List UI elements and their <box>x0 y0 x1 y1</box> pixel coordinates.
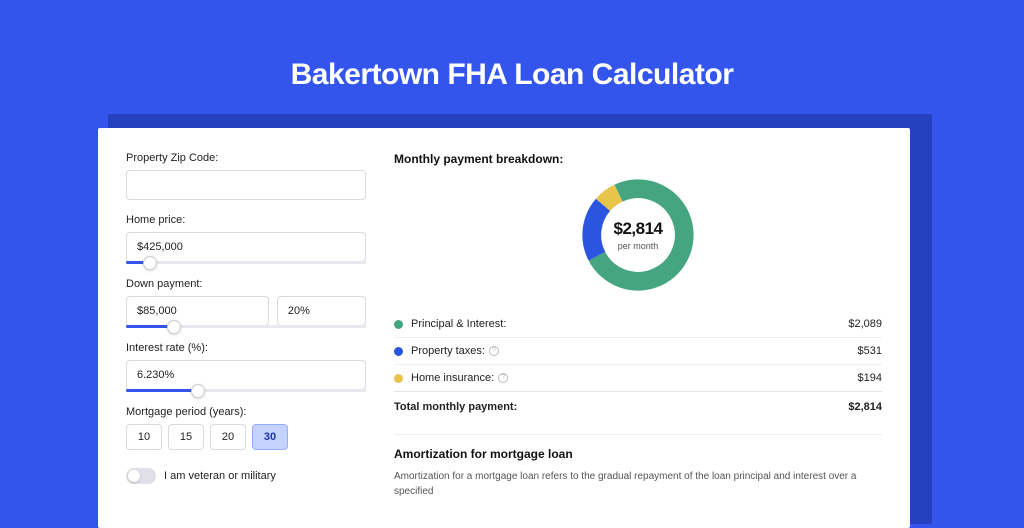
legend-label-ins: Home insurance: ? <box>411 372 858 384</box>
help-icon[interactable]: ? <box>489 346 499 356</box>
home-price-field: Home price: <box>126 214 366 264</box>
period-label: Mortgage period (years): <box>126 406 366 418</box>
legend-dot-tax <box>394 347 403 356</box>
page-root: Bakertown FHA Loan Calculator Property Z… <box>0 0 1024 512</box>
down-payment-label: Down payment: <box>126 278 366 290</box>
interest-field: Interest rate (%): <box>126 342 366 392</box>
legend-label-tax-text: Property taxes: <box>411 345 485 357</box>
zip-label: Property Zip Code: <box>126 152 366 164</box>
zip-field: Property Zip Code: <box>126 152 366 200</box>
down-payment-amount-input[interactable] <box>126 296 269 326</box>
calculator-card: Property Zip Code: Home price: Down paym… <box>98 128 910 528</box>
legend-label-total: Total monthly payment: <box>394 401 848 413</box>
page-title: Bakertown FHA Loan Calculator <box>0 58 1024 92</box>
zip-input[interactable] <box>126 170 366 200</box>
period-btn-20[interactable]: 20 <box>210 424 246 450</box>
amortization-title: Amortization for mortgage loan <box>394 447 882 461</box>
donut-center: $2,814 per month <box>577 174 699 296</box>
legend-val-tax: $531 <box>858 345 882 357</box>
breakdown-title: Monthly payment breakdown: <box>394 152 882 166</box>
veteran-row: I am veteran or military <box>126 468 366 484</box>
period-options: 10 15 20 30 <box>126 424 366 450</box>
veteran-toggle[interactable] <box>126 468 156 484</box>
interest-slider[interactable] <box>126 389 366 392</box>
amortization-text: Amortization for a mortgage loan refers … <box>394 469 882 499</box>
help-icon[interactable]: ? <box>498 373 508 383</box>
interest-slider-thumb[interactable] <box>191 384 205 398</box>
home-price-input[interactable] <box>126 232 366 262</box>
period-field: Mortgage period (years): 10 15 20 30 <box>126 406 366 450</box>
breakdown-column: Monthly payment breakdown: $2,814 per mo… <box>394 152 882 528</box>
period-btn-30[interactable]: 30 <box>252 424 288 450</box>
form-column: Property Zip Code: Home price: Down paym… <box>126 152 366 528</box>
legend-row-total: Total monthly payment: $2,814 <box>394 391 882 420</box>
donut-wrap: $2,814 per month <box>394 174 882 296</box>
legend-row-pi: Principal & Interest: $2,089 <box>394 311 882 337</box>
interest-label: Interest rate (%): <box>126 342 366 354</box>
home-price-slider[interactable] <box>126 261 366 264</box>
down-payment-field: Down payment: <box>126 278 366 328</box>
legend-row-ins: Home insurance: ? $194 <box>394 364 882 391</box>
down-payment-pct-input[interactable] <box>277 296 366 326</box>
donut-amount: $2,814 <box>614 219 663 239</box>
legend-label-pi: Principal & Interest: <box>411 318 848 330</box>
legend-val-total: $2,814 <box>848 401 882 413</box>
down-payment-slider-thumb[interactable] <box>167 320 181 334</box>
legend-label-tax: Property taxes: ? <box>411 345 858 357</box>
legend-dot-ins <box>394 374 403 383</box>
legend-val-ins: $194 <box>858 372 882 384</box>
interest-slider-fill <box>126 389 198 392</box>
veteran-label: I am veteran or military <box>164 470 276 482</box>
period-btn-15[interactable]: 15 <box>168 424 204 450</box>
legend-dot-pi <box>394 320 403 329</box>
home-price-label: Home price: <box>126 214 366 226</box>
period-btn-10[interactable]: 10 <box>126 424 162 450</box>
legend-val-pi: $2,089 <box>848 318 882 330</box>
legend-label-ins-text: Home insurance: <box>411 372 494 384</box>
donut-sub: per month <box>618 241 659 251</box>
interest-input[interactable] <box>126 360 366 390</box>
home-price-slider-thumb[interactable] <box>143 256 157 270</box>
donut-chart: $2,814 per month <box>577 174 699 296</box>
legend-row-tax: Property taxes: ? $531 <box>394 337 882 364</box>
down-payment-slider[interactable] <box>126 325 366 328</box>
amortization-block: Amortization for mortgage loan Amortizat… <box>394 434 882 499</box>
legend: Principal & Interest: $2,089 Property ta… <box>394 310 882 420</box>
